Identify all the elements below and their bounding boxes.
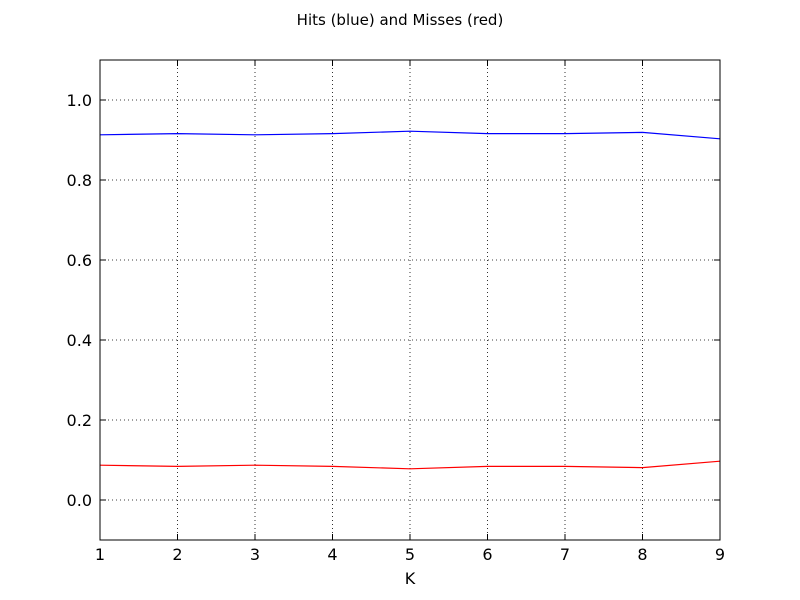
x-tick-label: 4 [327,545,337,564]
x-tick-label: 2 [172,545,182,564]
x-tick-label: 8 [637,545,647,564]
y-tick-label: 0.2 [67,411,92,430]
x-tick-labels: 1 2 3 4 5 6 7 8 9 [95,545,725,564]
x-tick-label: 5 [405,545,415,564]
misses-line [99,460,721,470]
x-tick-label: 7 [560,545,570,564]
x-axis-label: K [405,569,416,588]
y-tick-label: 0.8 [67,171,92,190]
y-tick-label: 0.4 [67,331,92,350]
x-tick-label: 3 [250,545,260,564]
y-tick-label: 1.0 [67,91,92,110]
y-tick-labels: 0.0 0.2 0.4 0.6 0.8 1.0 [67,91,92,510]
x-tick-label: 9 [715,545,725,564]
hits-line [99,130,721,140]
y-tick-label: 0.0 [67,491,92,510]
ticks [99,60,721,540]
y-tick-label: 0.6 [67,251,92,270]
grid [99,60,721,540]
chart-title: Hits (blue) and Misses (red) [297,11,504,29]
x-tick-label: 6 [482,545,492,564]
x-tick-label: 1 [95,545,105,564]
series-layer [99,130,721,470]
